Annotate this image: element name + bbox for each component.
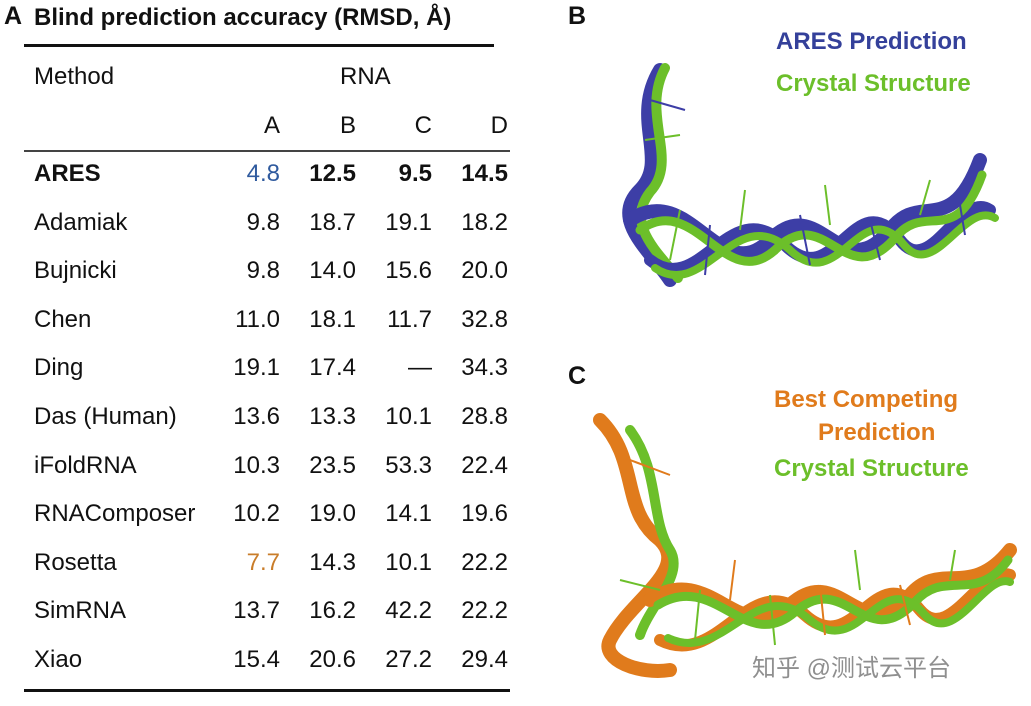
column-header-a: A bbox=[263, 112, 280, 139]
row-0-cell-a: 4.8 bbox=[246, 160, 280, 187]
prediction-backbone-hairpin bbox=[622, 63, 677, 287]
row-8-cell-d: 22.2 bbox=[461, 548, 508, 576]
legend-crystal-structure-c: Crystal Structure bbox=[774, 455, 969, 482]
column-header-b: B bbox=[339, 112, 356, 139]
row-9-cell-c: 42.2 bbox=[385, 597, 432, 625]
row-2-cell-a: 9.8 bbox=[246, 257, 280, 285]
row-10-cell-a: 15.4 bbox=[233, 646, 280, 673]
row-method-2: Bujnicki bbox=[34, 257, 117, 285]
watermark-text: 知乎 @测试云平台 bbox=[752, 655, 952, 682]
row-6-cell-d: 22.4 bbox=[461, 451, 508, 479]
panel-a-letter: A bbox=[4, 2, 23, 30]
row-0-cell-d: 14.5 bbox=[461, 160, 508, 187]
row-2-cell-d: 20.0 bbox=[461, 257, 508, 285]
row-6-cell-b: 23.5 bbox=[309, 451, 356, 479]
row-3-cell-a: 11.0 bbox=[235, 305, 280, 333]
legend-prediction-c: Prediction bbox=[818, 419, 936, 446]
header-rule bbox=[24, 150, 510, 152]
row-method-4: Ding bbox=[34, 354, 84, 382]
row-method-10: Xiao bbox=[34, 646, 83, 673]
row-4-cell-c: — bbox=[408, 354, 432, 382]
rna-header: RNA bbox=[340, 63, 391, 90]
rna-structure-b bbox=[622, 63, 999, 287]
row-1-cell-a: 9.8 bbox=[246, 208, 280, 236]
method-header: Method bbox=[34, 63, 115, 90]
row-5-cell-b: 13.3 bbox=[309, 403, 356, 430]
row-method-1: Adamiak bbox=[34, 208, 128, 236]
row-1-cell-d: 18.2 bbox=[461, 208, 508, 236]
panel-c-letter: C bbox=[568, 362, 587, 390]
row-7-cell-b: 19.0 bbox=[309, 500, 356, 528]
column-header-d: D bbox=[490, 112, 508, 139]
row-7-cell-a: 10.2 bbox=[233, 500, 280, 528]
rna-structure-c bbox=[593, 413, 1017, 678]
crystal-backbone-helix bbox=[635, 170, 987, 266]
row-method-5: Das (Human) bbox=[34, 403, 177, 430]
row-6-cell-a: 10.3 bbox=[233, 451, 280, 479]
row-9-cell-d: 22.2 bbox=[461, 597, 508, 625]
row-method-9: SimRNA bbox=[34, 597, 127, 625]
row-0-cell-b: 12.5 bbox=[309, 160, 356, 187]
row-3-cell-d: 32.8 bbox=[461, 305, 508, 333]
panel-b-letter: B bbox=[568, 2, 587, 30]
row-2-cell-b: 14.0 bbox=[309, 257, 356, 285]
row-7-cell-c: 14.1 bbox=[385, 500, 432, 528]
row-9-cell-a: 13.7 bbox=[233, 597, 280, 625]
row-1-cell-b: 18.7 bbox=[309, 208, 356, 236]
crystal-backbone-strand2 bbox=[651, 211, 999, 279]
crystal-backbone-strand2-c bbox=[664, 577, 1014, 647]
top-rule bbox=[24, 44, 494, 47]
bottom-rule bbox=[24, 689, 510, 692]
row-6-cell-c: 53.3 bbox=[385, 451, 432, 479]
row-10-cell-d: 29.4 bbox=[461, 646, 508, 673]
row-8-cell-a: 7.7 bbox=[246, 548, 280, 576]
row-7-cell-d: 19.6 bbox=[461, 500, 508, 528]
legend-best-competing: Best Competing bbox=[774, 386, 959, 413]
row-method-3: Chen bbox=[34, 305, 92, 333]
crystal-backbone-hairpin bbox=[636, 63, 683, 283]
row-10-cell-b: 20.6 bbox=[309, 646, 356, 673]
row-5-cell-a: 13.6 bbox=[233, 403, 280, 430]
crystal-backbone-helix-c bbox=[653, 555, 1013, 629]
row-5-cell-d: 28.8 bbox=[461, 403, 508, 430]
row-method-6: iFoldRNA bbox=[34, 451, 137, 479]
row-8-cell-b: 14.3 bbox=[309, 548, 356, 576]
row-8-cell-c: 10.1 bbox=[385, 548, 432, 576]
row-method-7: RNAComposer bbox=[34, 500, 196, 528]
row-5-cell-c: 10.1 bbox=[385, 403, 432, 430]
prediction-backbone-hairpin-c bbox=[593, 413, 677, 678]
row-method-8: Rosetta bbox=[34, 548, 117, 576]
legend-ares-prediction: ARES Prediction bbox=[776, 28, 967, 55]
row-9-cell-b: 16.2 bbox=[309, 597, 356, 625]
row-3-cell-c: 11.7 bbox=[387, 305, 432, 333]
row-method-0: ARES bbox=[34, 160, 101, 187]
row-4-cell-d: 34.3 bbox=[461, 354, 508, 382]
row-4-cell-a: 19.1 bbox=[233, 354, 280, 382]
row-4-cell-b: 17.4 bbox=[309, 354, 356, 382]
legend-crystal-structure-b: Crystal Structure bbox=[776, 70, 971, 97]
row-10-cell-c: 27.2 bbox=[385, 646, 432, 673]
table-title: Blind prediction accuracy (RMSD, Å) bbox=[34, 4, 452, 31]
row-0-cell-c: 9.5 bbox=[398, 160, 432, 187]
row-2-cell-c: 15.6 bbox=[385, 257, 432, 285]
column-header-c: C bbox=[414, 112, 432, 139]
row-3-cell-b: 18.1 bbox=[309, 305, 356, 333]
row-1-cell-c: 19.1 bbox=[385, 208, 432, 236]
